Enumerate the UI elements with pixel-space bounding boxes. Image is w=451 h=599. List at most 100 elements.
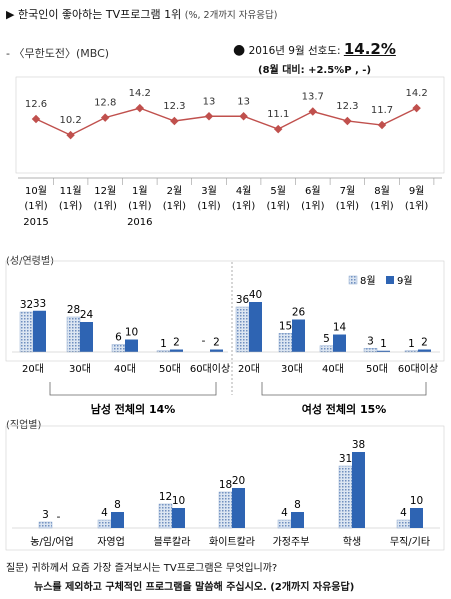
bar-data-label: 6 (115, 332, 122, 344)
bar-data-label: 33 (33, 298, 46, 310)
line-point (343, 116, 352, 126)
bar-data-label: 10 (125, 327, 138, 339)
bar-sep (210, 349, 223, 352)
bar-data-label: 8 (114, 499, 121, 511)
line-data-label: 13 (237, 96, 250, 107)
bar-category-label: 20대 (238, 363, 260, 375)
line-x-tick-label: 9월 (409, 185, 425, 197)
highlight-label: 2016년 9월 선호도: (248, 45, 341, 57)
bar-category-label: 30대 (69, 363, 91, 375)
bar-data-label: 8 (294, 499, 301, 511)
line-point (273, 124, 283, 134)
bar-aug (158, 503, 173, 529)
bar-category-label: 농/임/어업 (30, 535, 74, 548)
bar-missing-label: - (57, 510, 61, 523)
bar-data-label: 40 (249, 289, 262, 301)
line-data-label: 12.3 (163, 101, 185, 112)
bar-data-label: 1 (408, 338, 415, 350)
line-point (135, 103, 145, 113)
bar-category-label: 40대 (322, 363, 344, 375)
line-chart-frame (15, 76, 445, 174)
bar-aug (235, 306, 250, 353)
line-rank-label: (1위) (301, 199, 324, 212)
line-year-label: 2015 (23, 217, 48, 228)
line-rank-label: (1위) (336, 199, 359, 212)
bar-sep (33, 310, 46, 352)
series-label: - 〈무한도전〉(MBC) (6, 47, 110, 60)
line-point (170, 116, 179, 126)
occupation-chart-frame (5, 425, 445, 551)
bar-data-label: 3 (367, 335, 374, 347)
bar-aug (278, 333, 293, 353)
group-caption: 남성 전체의 14% (91, 402, 176, 416)
bar-data-label: 28 (67, 304, 80, 316)
bar-aug (19, 311, 34, 353)
bar-aug (338, 465, 353, 529)
line-rank-label: (1위) (267, 199, 290, 212)
group-bracket (261, 382, 427, 396)
line-x-tick-label: 11월 (60, 185, 82, 197)
line-data-label: 13 (203, 96, 216, 107)
bar-category-label: 블루칼라 (154, 535, 191, 548)
line-rank-label: (1위) (163, 199, 186, 212)
line-x-tick-label: 5월 (270, 185, 286, 197)
line-rank-label: (1위) (405, 199, 428, 212)
line-point (31, 114, 41, 124)
bar-category-label: 학생 (343, 536, 361, 548)
bar-data-label: 15 (279, 320, 292, 332)
bar-data-label: 36 (236, 294, 250, 306)
bar-category-label: 화이트칼라 (209, 535, 255, 548)
bar-sep (125, 339, 138, 352)
line-data-label: 13.7 (302, 92, 324, 103)
line-x-tick-label: 1월 (132, 185, 148, 197)
chart-title-sub: (%, 2개까지 자유응답) (184, 10, 278, 21)
bar-sep (249, 302, 262, 352)
line-x-tick-label: 10월 (25, 185, 47, 197)
line-data-label: 12.3 (336, 101, 358, 112)
bar-aug (111, 344, 126, 353)
bar-category-label: 20대 (22, 363, 44, 375)
bar-data-label: 5 (323, 333, 330, 345)
question-line-2: 뉴스를 제외하고 구체적인 프로그램을 말씀해 주십시오. (2개까지 자유응답… (34, 582, 355, 593)
gender-chart-frame (5, 260, 445, 362)
highlight-line: ● 2016년 9월 선호도: 14.2% (233, 40, 396, 58)
bar-sep (292, 319, 305, 352)
bar-data-label: 10 (410, 495, 423, 507)
line-rank-label: (1위) (370, 199, 393, 212)
line-rank-label: (1위) (24, 199, 47, 212)
chart-title-main: ▶ 한국인이 좋아하는 TV프로그램 1위 (6, 8, 182, 21)
bar-sep (377, 350, 390, 352)
line-series (35, 107, 417, 136)
bar-data-label: 26 (292, 307, 306, 319)
bar-data-label: 4 (281, 507, 288, 519)
bar-category-label: 60대이상 (190, 363, 230, 375)
bar-aug (319, 345, 334, 353)
bar-data-label: 14 (333, 322, 347, 334)
bullet-icon: ● (233, 42, 246, 58)
line-point (308, 107, 318, 116)
line-data-label: 11.7 (371, 105, 393, 116)
line-data-label: 12.8 (94, 98, 116, 109)
bar-data-label: 1 (380, 338, 387, 350)
bar-category-label: 가정주부 (273, 536, 310, 548)
bar-aug (38, 521, 53, 529)
bar-data-label: 20 (232, 475, 245, 487)
group-bracket (49, 382, 217, 396)
bar-category-label: 30대 (281, 363, 303, 375)
question-line-1: 질문) 귀하께서 요즘 가장 즐겨보시는 TV프로그램은 무엇입니까? (6, 563, 278, 574)
bar-data-label: 31 (339, 453, 352, 465)
line-point (66, 130, 75, 140)
bar-data-label: 1 (160, 338, 167, 350)
bar-data-label: 12 (159, 491, 172, 503)
line-rank-label: (1위) (94, 199, 117, 212)
bar-data-label: 2 (213, 337, 220, 349)
line-x-tick-label: 3월 (201, 185, 217, 197)
bar-sep (170, 349, 183, 352)
bar-data-label: 18 (219, 479, 232, 491)
highlight-change: (8월 대비: +2.5%P , -) (258, 65, 372, 76)
bar-sep (333, 334, 346, 352)
line-x-tick-label: 4월 (236, 185, 252, 197)
bar-category-label: 50대 (366, 363, 388, 375)
bar-aug (277, 519, 292, 529)
bar-data-label: 4 (101, 507, 108, 519)
